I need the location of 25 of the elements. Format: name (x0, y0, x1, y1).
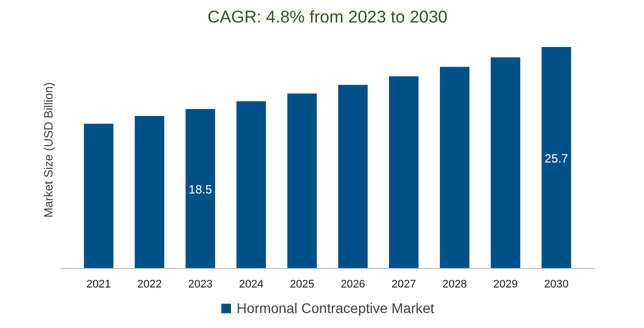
data-label: 25.7 (544, 151, 568, 166)
bar (490, 57, 520, 268)
bar (84, 124, 114, 268)
x-tick-label: 2028 (442, 278, 467, 290)
legend-label: Hormonal Contraceptive Market (236, 300, 434, 316)
bar (186, 109, 216, 268)
x-tick-label: 2027 (392, 278, 416, 290)
bar (236, 101, 266, 268)
bar (134, 116, 164, 268)
x-tick-label: 2024 (238, 278, 264, 290)
bar (338, 84, 368, 268)
x-tick-label: 2022 (137, 278, 162, 290)
x-tick-label: 2025 (290, 278, 314, 290)
x-tick-label: 2029 (493, 278, 518, 290)
x-tick-label: 2026 (340, 278, 366, 290)
bar (542, 47, 572, 268)
bar (287, 94, 317, 268)
x-tick-label: 2030 (544, 278, 569, 290)
bar (389, 76, 419, 268)
data-label: 18.5 (188, 182, 212, 196)
chart-title: CAGR: 4.8% from 2023 to 2030 (207, 8, 448, 26)
bar (440, 66, 470, 268)
x-tick-label: 2023 (188, 278, 213, 290)
x-tick-label: 2021 (86, 278, 111, 290)
y-axis-title: Market Size (USD Billion) (42, 82, 56, 218)
